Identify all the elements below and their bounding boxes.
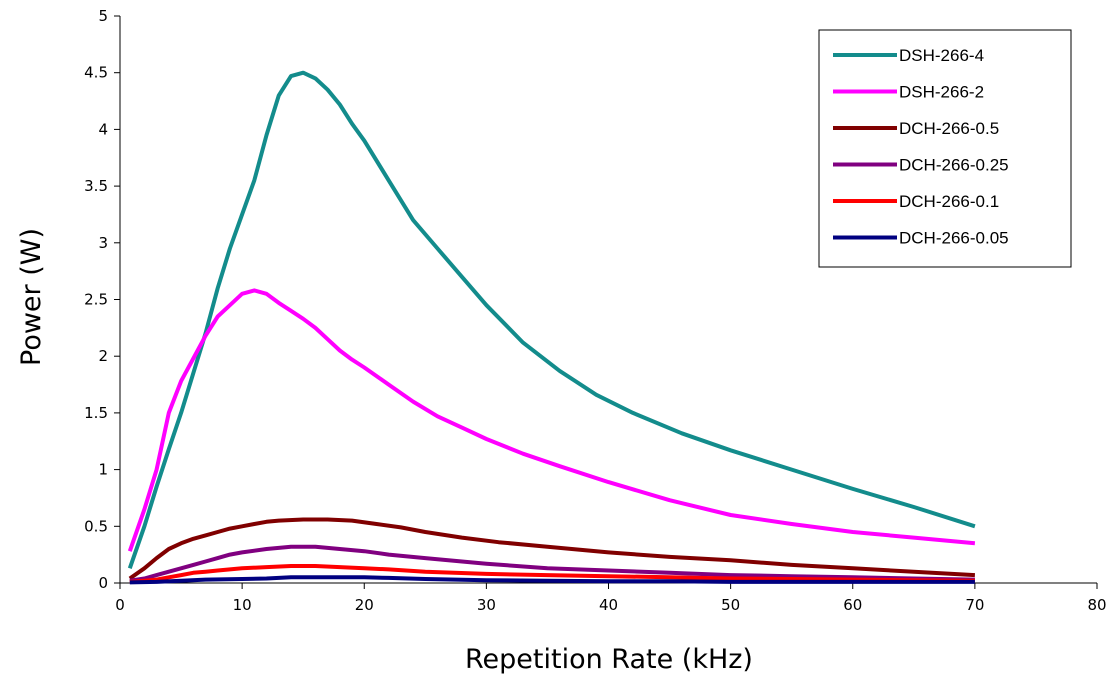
legend-label: DCH-266-0.25 [899, 156, 1009, 175]
y-tick-label: 2.5 [84, 291, 108, 309]
y-axis-title: Power (W) [16, 228, 47, 366]
x-tick-label: 0 [115, 596, 125, 614]
x-tick-label: 50 [721, 596, 740, 614]
series-line-dsh-266-2 [127, 288, 976, 552]
y-tick-label: 4.5 [84, 64, 108, 82]
y-tick-label: 1 [98, 461, 108, 479]
y-tick-label: 0 [98, 574, 108, 592]
x-tick-label: 10 [233, 596, 252, 614]
x-tick-label: 70 [965, 596, 984, 614]
legend: DSH-266-4 DSH-266-2 DCH-266-0.5 DCH-266-0.2… [818, 29, 1072, 268]
series-line-dch-266-0-5 [128, 517, 976, 581]
x-tick-label: 40 [599, 596, 618, 614]
x-tick-label: 30 [477, 596, 496, 614]
series-line-dch-266-0-1 [129, 564, 975, 584]
series-line-dch-266-0-25 [129, 544, 975, 583]
tick-labels: 0 10 20 30 40 50 60 70 80 0 0.5 1 1.5 2 2.5 3 3.5 4 4.5 5 [84, 7, 1106, 614]
legend-label: DSH-266-2 [899, 83, 984, 102]
legend-box [818, 29, 1072, 268]
x-axis-title: Repetition Rate (kHz) [465, 644, 753, 675]
y-tick-label: 0.5 [84, 517, 108, 535]
series-lines [127, 70, 976, 585]
legend-label: DCH-266-0.1 [899, 192, 999, 211]
y-tick-label: 5 [98, 7, 108, 25]
series-line-dch-266-0-05 [129, 575, 975, 585]
x-tick-label: 20 [355, 596, 374, 614]
x-tick-label: 60 [843, 596, 862, 614]
y-tick-label: 3.5 [84, 177, 108, 195]
x-tick-label: 80 [1087, 596, 1106, 614]
y-tick-label: 3 [98, 234, 108, 252]
y-tick-label: 2 [98, 347, 108, 365]
legend-label: DSH-266-4 [899, 46, 984, 65]
y-tick-label: 4 [98, 120, 108, 138]
y-tick-label: 1.5 [84, 404, 108, 422]
legend-label: DCH-266-0.05 [899, 229, 1009, 248]
legend-label: DCH-266-0.5 [899, 119, 999, 138]
